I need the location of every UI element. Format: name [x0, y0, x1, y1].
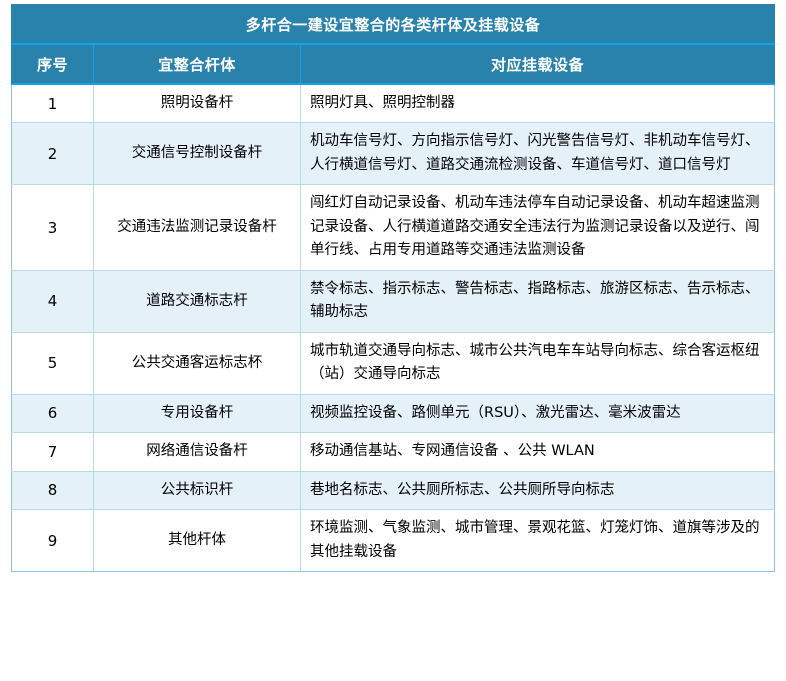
table-row: 3 交通违法监测记录设备杆 闯红灯自动记录设备、机动车违法停车自动记录设备、机动… [11, 184, 776, 271]
cell-devices: 机动车信号灯、方向指示信号灯、闪光警告信号灯、非机动车信号灯、人行横道信号灯、道… [299, 122, 776, 186]
table-row: 4 道路交通标志杆 禁令标志、指示标志、警告标志、指路标志、旅游区标志、告示标志… [11, 269, 776, 333]
cell-pole: 交通违法监测记录设备杆 [93, 184, 301, 271]
cell-index: 2 [11, 122, 94, 186]
cell-pole: 专用设备杆 [93, 393, 301, 434]
table-row: 5 公共交通客运标志杯 城市轨道交通导向标志、城市公共汽电车车站导向标志、综合客… [11, 331, 776, 395]
table-title-row: 多杆合一建设宜整合的各类杆体及挂载设备 [10, 4, 776, 45]
table-container: 多杆合一建设宜整合的各类杆体及挂载设备 序号 宜整合杆体 对应挂载设备 1 照明… [10, 4, 776, 573]
cell-index: 3 [11, 184, 94, 271]
column-header-pole: 宜整合杆体 [93, 44, 301, 85]
cell-devices: 禁令标志、指示标志、警告标志、指路标志、旅游区标志、告示标志、辅助标志 [299, 269, 776, 333]
cell-devices: 移动通信基站、专网通信设备 、公共 WLAN [299, 432, 776, 472]
cell-index: 5 [11, 331, 94, 395]
table-body: 1 照明设备杆 照明灯具、照明控制器 2 交通信号控制设备杆 机动车信号灯、方向… [11, 83, 776, 573]
cell-devices: 闯红灯自动记录设备、机动车违法停车自动记录设备、机动车超速监测记录设备、人行横道… [299, 184, 776, 271]
column-header-index: 序号 [11, 44, 94, 85]
cell-devices: 城市轨道交通导向标志、城市公共汽电车车站导向标志、综合客运枢纽（站）交通导向标志 [299, 331, 776, 395]
cell-pole: 公共交通客运标志杯 [93, 331, 301, 395]
cell-pole: 道路交通标志杆 [93, 269, 301, 333]
cell-index: 4 [11, 269, 94, 333]
table-header-row: 序号 宜整合杆体 对应挂载设备 [11, 44, 776, 85]
cell-pole: 交通信号控制设备杆 [93, 122, 301, 186]
cell-index: 6 [11, 393, 94, 434]
cell-index: 9 [11, 509, 94, 573]
cell-pole: 公共标识杆 [93, 470, 301, 511]
table-row: 7 网络通信设备杆 移动通信基站、专网通信设备 、公共 WLAN [11, 432, 776, 472]
cell-devices: 视频监控设备、路侧单元（RSU）、激光雷达、毫米波雷达 [299, 393, 776, 434]
cell-index: 7 [11, 432, 94, 472]
table-row: 6 专用设备杆 视频监控设备、路侧单元（RSU）、激光雷达、毫米波雷达 [11, 393, 776, 434]
cell-devices: 照明灯具、照明控制器 [299, 83, 776, 124]
cell-devices: 巷地名标志、公共厕所标志、公共厕所导向标志 [299, 470, 776, 511]
table-row: 1 照明设备杆 照明灯具、照明控制器 [11, 83, 776, 124]
pole-equipment-table: 多杆合一建设宜整合的各类杆体及挂载设备 序号 宜整合杆体 对应挂载设备 1 照明… [10, 4, 776, 573]
cell-index: 1 [11, 83, 94, 124]
cell-pole: 照明设备杆 [93, 83, 301, 124]
cell-pole: 网络通信设备杆 [93, 432, 301, 472]
table-row: 9 其他杆体 环境监测、气象监测、城市管理、景观花篮、灯笼灯饰、道旗等涉及的其他… [11, 509, 776, 573]
table-title: 多杆合一建设宜整合的各类杆体及挂载设备 [10, 4, 776, 45]
column-header-devices: 对应挂载设备 [299, 44, 776, 85]
cell-devices: 环境监测、气象监测、城市管理、景观花篮、灯笼灯饰、道旗等涉及的其他挂载设备 [299, 509, 776, 573]
cell-pole: 其他杆体 [93, 509, 301, 573]
cell-index: 8 [11, 470, 94, 511]
table-row: 8 公共标识杆 巷地名标志、公共厕所标志、公共厕所导向标志 [11, 470, 776, 511]
table-row: 2 交通信号控制设备杆 机动车信号灯、方向指示信号灯、闪光警告信号灯、非机动车信… [11, 122, 776, 186]
